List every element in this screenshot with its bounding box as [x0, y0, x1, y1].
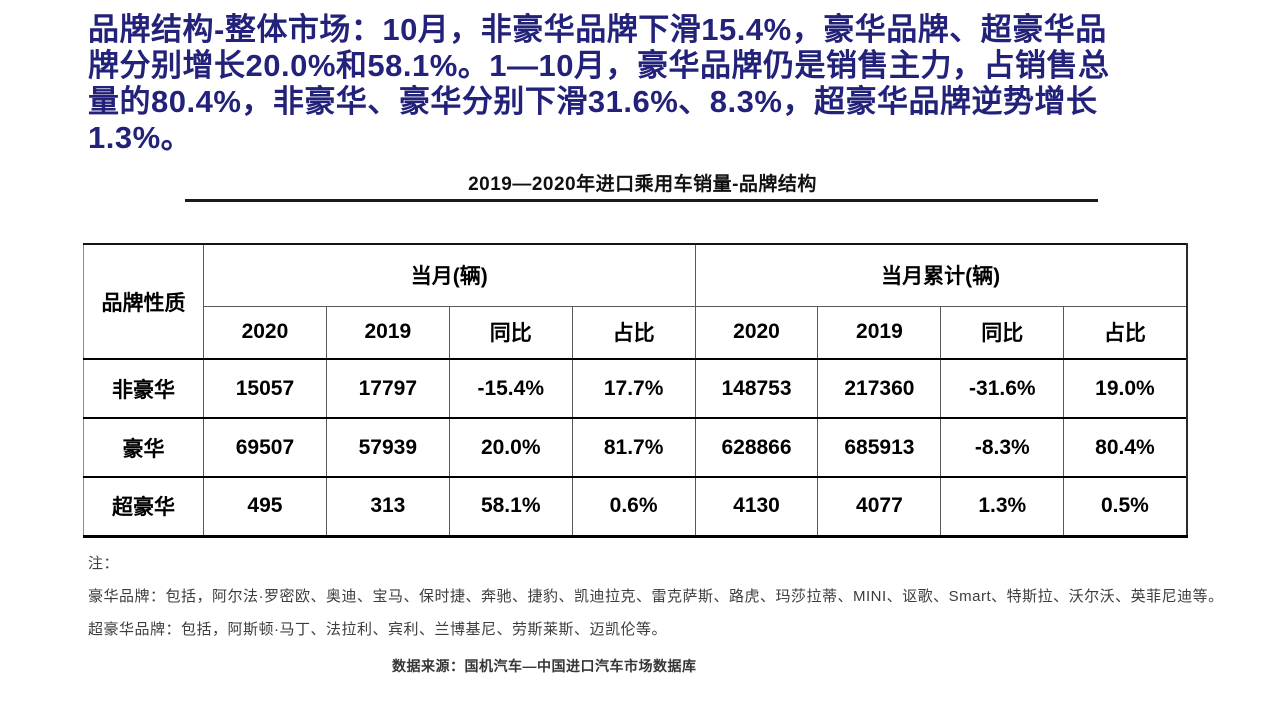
cell: 217360 [817, 358, 942, 419]
cell: 57939 [325, 417, 450, 478]
table-title: 2019—2020年进口乘用车销量-品牌结构 [468, 174, 817, 195]
cell: 4077 [817, 476, 942, 538]
note-luxury-brands: 豪华品牌：包括，阿尔法·罗密欧、奥迪、宝马、保时捷、奔驰、捷豹、凯迪拉克、雷克萨… [88, 588, 1224, 605]
cell: 80.4% [1063, 417, 1188, 478]
col-header-brand-type: 品牌性质 [83, 243, 204, 360]
headline-line-1: 品牌结构-整体市场：10月，非豪华品牌下滑15.4%，豪华品牌、超豪华品 [88, 12, 1107, 47]
row-label: 超豪华 [83, 476, 204, 538]
table-row-luxury: 豪华 69507 57939 20.0% 81.7% 628866 685913… [83, 417, 1188, 478]
headline-line-4: 1.3%。 [88, 120, 193, 155]
cell: 1.3% [940, 476, 1065, 538]
table-row-super-luxury: 超豪华 495 313 58.1% 0.6% 4130 4077 1.3% 0.… [83, 476, 1188, 538]
cell: 58.1% [448, 476, 573, 538]
note-label: 注： [88, 555, 120, 572]
row-label: 非豪华 [83, 358, 204, 419]
cell: 313 [325, 476, 450, 538]
sub-header-yoy-month: 同比 [448, 305, 573, 360]
brand-structure-table: 品牌性质 当月(辆) 当月累计(辆) 2020 2019 同比 占比 2020 … [83, 243, 1188, 538]
cell: 69507 [203, 417, 327, 478]
cell: 17.7% [571, 358, 696, 419]
note-super-luxury-brands: 超豪华品牌：包括，阿斯顿·马丁、法拉利、宾利、兰博基尼、劳斯莱斯、迈凯伦等。 [88, 621, 667, 638]
headline-line-2: 牌分别增长20.0%和58.1%。1—10月，豪华品牌仍是销售主力，占销售总 [88, 48, 1110, 83]
cell: 19.0% [1063, 358, 1188, 419]
headline: 品牌结构-整体市场：10月，非豪华品牌下滑15.4%，豪华品牌、超豪华品 牌分别… [88, 12, 1168, 156]
cell: 15057 [203, 358, 327, 419]
cell: -15.4% [448, 358, 573, 419]
cell: 628866 [694, 417, 819, 478]
sub-header-2020-month: 2020 [203, 305, 327, 360]
cell: 17797 [325, 358, 450, 419]
cell: 685913 [817, 417, 942, 478]
footnotes: 注： 豪华品牌：包括，阿尔法·罗密欧、奥迪、宝马、保时捷、奔驰、捷豹、凯迪拉克、… [88, 553, 1268, 652]
cell: 20.0% [448, 417, 573, 478]
cell: -8.3% [940, 417, 1065, 478]
sub-header-2019-month: 2019 [325, 305, 450, 360]
row-label: 豪华 [83, 417, 204, 478]
sub-header-2019-cumulative: 2019 [817, 305, 942, 360]
headline-line-3: 量的80.4%，非豪华、豪华分别下滑31.6%、8.3%，超豪华品牌逆势增长 [88, 84, 1098, 119]
sub-header-share-month: 占比 [571, 305, 696, 360]
cell: 148753 [694, 358, 819, 419]
cell: 0.6% [571, 476, 696, 538]
sub-header-yoy-cumulative: 同比 [940, 305, 1065, 360]
group-header-current-month: 当月(辆) [203, 243, 696, 307]
cell: -31.6% [940, 358, 1065, 419]
cell: 4130 [694, 476, 819, 538]
cell: 0.5% [1063, 476, 1188, 538]
sub-header-2020-cumulative: 2020 [694, 305, 819, 360]
cell: 81.7% [571, 417, 696, 478]
group-header-cumulative: 当月累计(辆) [694, 243, 1188, 307]
sub-header-share-cumulative: 占比 [1063, 305, 1188, 360]
cell: 495 [203, 476, 327, 538]
table-row-non-luxury: 非豪华 15057 17797 -15.4% 17.7% 148753 2173… [83, 358, 1188, 419]
data-source: 数据来源：国机汽车—中国进口汽车市场数据库 [392, 658, 697, 674]
title-underline [185, 199, 1098, 202]
